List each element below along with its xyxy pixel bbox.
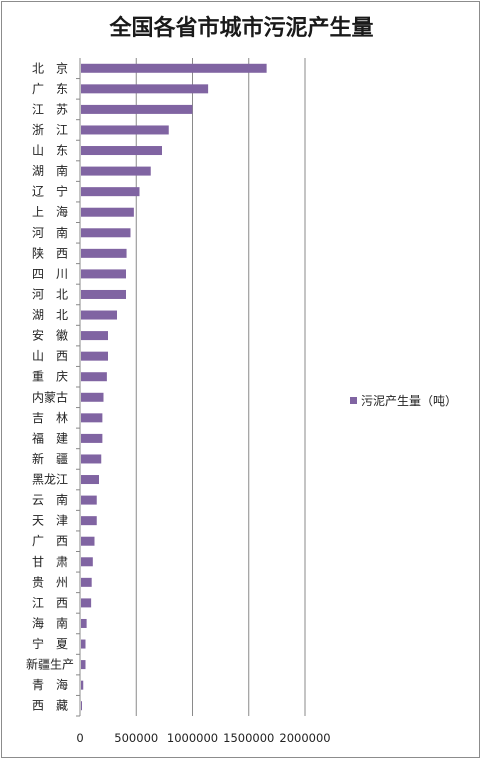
- category-label: 浙 江: [32, 123, 68, 137]
- bar: [81, 166, 151, 176]
- category-label: 新疆生产: [26, 657, 74, 672]
- category-label: 青 海: [32, 677, 68, 692]
- category-label: 吉 林: [32, 411, 68, 425]
- category-label: 甘 肃: [32, 555, 68, 569]
- bar: [81, 228, 131, 238]
- bar: [81, 660, 86, 670]
- bar: [81, 187, 140, 197]
- category-label: 河 南: [32, 225, 68, 240]
- category-label: 内蒙古: [32, 389, 68, 404]
- bar: [81, 351, 108, 361]
- bar: [81, 516, 97, 526]
- category-label: 云 南: [32, 492, 68, 507]
- category-label: 辽 宁: [32, 184, 68, 199]
- bar: [81, 577, 92, 587]
- bar: [81, 289, 126, 299]
- category-label: 广 西: [32, 534, 68, 548]
- category-label: 广 东: [32, 82, 68, 96]
- bar: [81, 372, 107, 382]
- bar: [81, 146, 162, 156]
- bar: [81, 495, 97, 505]
- bar: [81, 392, 104, 402]
- bar: [81, 84, 209, 94]
- bar: [81, 557, 93, 567]
- bar: [81, 104, 193, 114]
- category-label: 上 海: [32, 204, 68, 219]
- bar: [81, 433, 103, 443]
- category-label: 福 建: [32, 430, 68, 445]
- category-label: 黑龙江: [32, 473, 68, 487]
- bar: [81, 413, 103, 423]
- bar: [81, 454, 102, 464]
- bar: [81, 598, 92, 608]
- bar: [81, 639, 86, 649]
- x-tick-label: 0: [76, 731, 83, 745]
- category-label: 四 川: [32, 267, 68, 281]
- category-label: 湖 北: [32, 307, 68, 322]
- bar: [81, 331, 108, 341]
- x-tick-label: 1500000: [223, 731, 274, 745]
- category-label: 江 西: [32, 596, 68, 610]
- category-label: 江 苏: [32, 102, 68, 116]
- category-label: 湖 南: [32, 163, 68, 178]
- bar: [81, 63, 267, 73]
- x-tick-label: 500000: [114, 731, 158, 745]
- category-label: 海 南: [32, 615, 68, 630]
- category-label: 安 徽: [32, 328, 68, 343]
- bar: [81, 269, 126, 279]
- bar: [81, 536, 95, 546]
- category-label: 河 北: [32, 287, 68, 301]
- category-label: 西 藏: [32, 699, 68, 713]
- x-tick-label: 2000000: [279, 731, 330, 745]
- category-label: 重 庆: [32, 370, 68, 384]
- x-tick-label: 1000000: [167, 731, 218, 745]
- bar: [81, 680, 84, 690]
- category-label: 天 津: [32, 514, 68, 528]
- bar: [81, 248, 127, 258]
- bar: [81, 475, 99, 485]
- category-label: 山 西: [32, 349, 68, 363]
- bar: [81, 125, 169, 135]
- category-label: 北 京: [32, 61, 68, 75]
- category-label: 新 疆: [32, 451, 68, 466]
- legend-swatch: [350, 397, 357, 404]
- chart-title: 全国各省市城市污泥产生量: [109, 16, 374, 41]
- category-label: 贵 州: [32, 575, 68, 589]
- category-label: 宁 夏: [32, 636, 68, 651]
- bar: [81, 701, 82, 711]
- bar: [81, 207, 134, 217]
- legend-label: 污泥产生量（吨）: [361, 394, 457, 408]
- bar: [81, 310, 117, 320]
- bar: [81, 618, 87, 628]
- category-label: 陕 西: [32, 245, 68, 260]
- category-label: 山 东: [32, 144, 68, 158]
